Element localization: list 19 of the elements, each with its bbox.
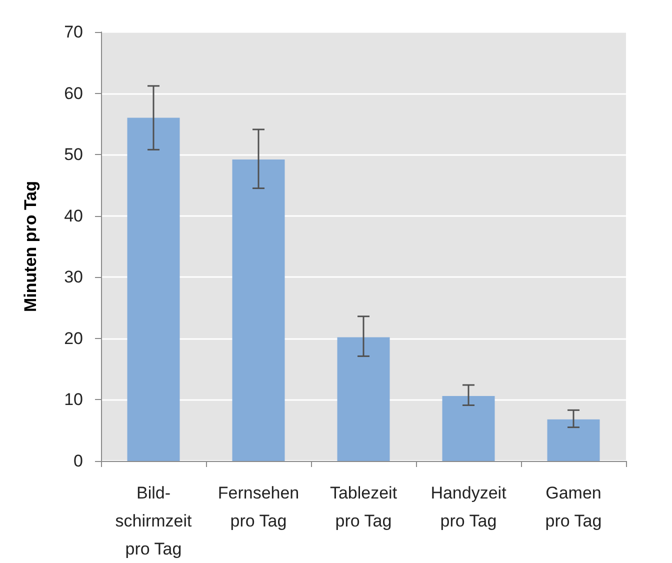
x-tick-label: Gamen pro Tag [545,484,602,530]
y-tick-label: 60 [64,84,83,103]
bar [442,396,495,461]
y-tick-label: 10 [64,390,83,410]
y-tick-label: 30 [64,268,83,287]
x-tick-label: Tablezeit pro Tag [330,484,398,530]
bar [547,419,600,461]
y-axis-title: Minuten pro Tag [21,181,40,312]
x-tick-label: Fernsehen pro Tag [218,484,300,530]
bar [127,118,180,461]
y-tick-label: 70 [64,22,83,42]
y-tick-label: 40 [64,206,83,226]
y-tick-label: 20 [64,328,83,348]
bar [337,337,390,461]
y-tick-label: 50 [64,145,83,164]
y-tick-label: 0 [74,452,83,470]
x-tick-label: Handyzeit pro Tag [430,484,507,530]
bar [232,159,285,461]
x-tick-label: Bild- schirmzeit pro Tag [115,484,192,558]
